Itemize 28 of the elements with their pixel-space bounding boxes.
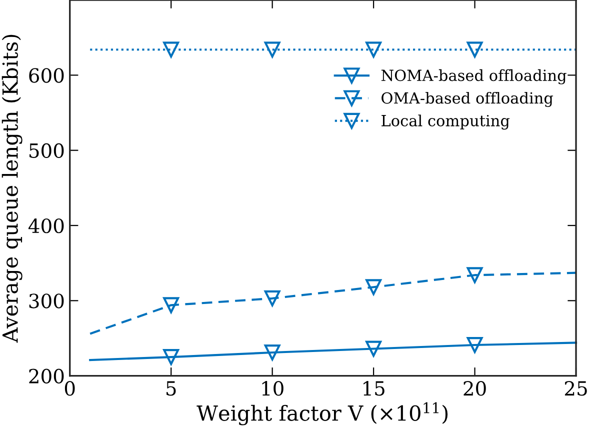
point [264,290,280,306]
legend-label: OMA-based offloading [382,92,554,107]
point [466,267,483,284]
y-tick-label: 200 [29,368,64,384]
x-tick-label: 25 [564,381,587,396]
point [366,42,382,58]
y-tick-label: 400 [28,218,64,234]
x-tick-label: 5 [166,381,176,396]
x-axis-title: Weight factor V (×10$^{11}$) [196,402,448,426]
point [366,279,382,296]
point [264,42,280,58]
x-tick-label: 20 [464,381,486,396]
y-axis-title: Average queue length (Kbits) [2,34,22,343]
legend-label: NOMA-based offloading [381,69,566,84]
x-tick-label: 0 [64,381,75,396]
point [366,340,382,357]
y-tick-label: 500 [30,143,64,158]
x-tick-label: 15 [364,381,384,396]
point [466,42,483,58]
y-tick-label: 600 [29,68,64,83]
point [466,337,483,353]
y-tick-label: 300 [29,294,64,308]
legend-label: Local computing [382,114,510,130]
x-tick-label: 10 [262,381,284,396]
point [163,297,180,314]
point [264,344,280,361]
point [163,349,180,366]
point [163,42,180,58]
